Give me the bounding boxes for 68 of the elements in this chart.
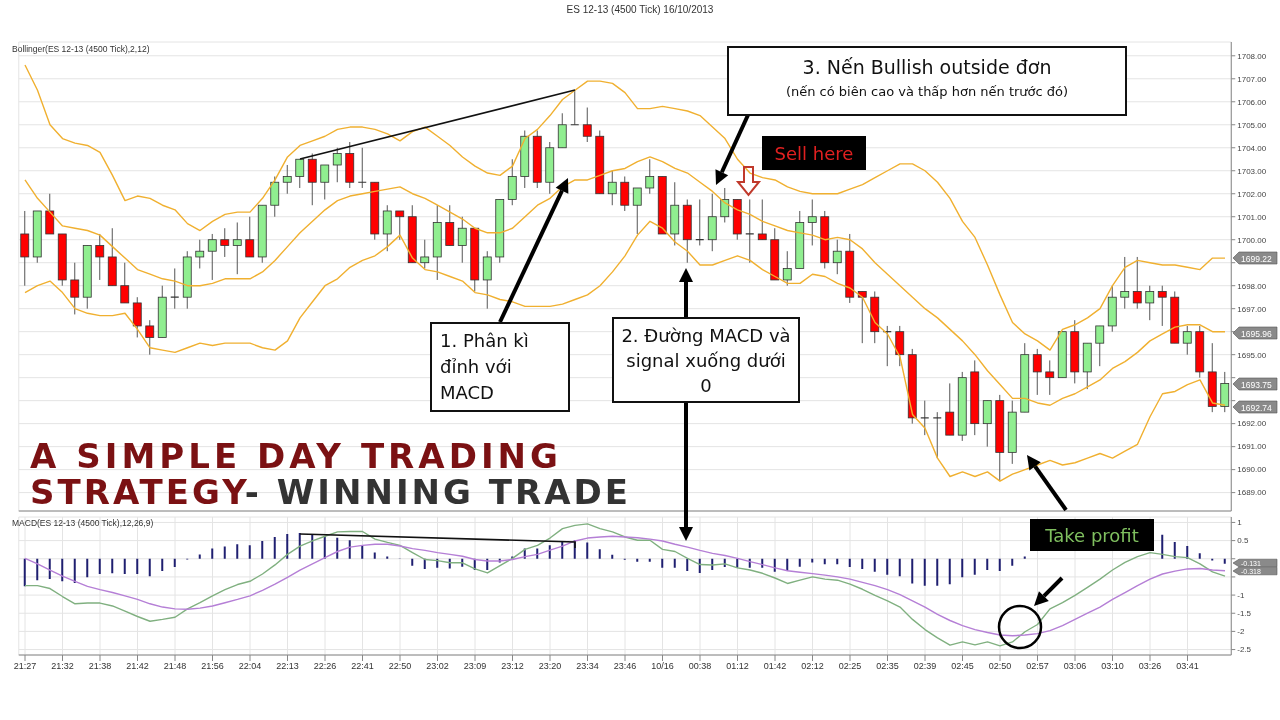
x-tick-label: 01:12 [726, 661, 749, 672]
x-tick-label: 21:48 [163, 661, 187, 672]
x-tick-label: 22:26 [313, 661, 337, 672]
chart-title: MACD(ES 12-13 (4500 Tick),12,26,9) [12, 518, 154, 528]
y-tick-label: 1695.00 [1237, 350, 1267, 360]
x-tick-label: 01:42 [763, 661, 787, 672]
x-tick-label: 23:46 [613, 661, 637, 672]
x-tick-label: 23:02 [426, 661, 449, 672]
text: 1693.75 [1241, 379, 1272, 390]
x-tick-label: 02:35 [876, 661, 899, 672]
x-tick-label: 22:13 [276, 661, 299, 672]
y-tick-label: -2 [1237, 627, 1245, 637]
x-tick-label: 00:38 [688, 661, 712, 672]
y-tick-label: 1703.00 [1237, 166, 1267, 176]
x-tick-label: 02:12 [801, 661, 824, 672]
x-tick-label: 23:12 [501, 661, 524, 672]
y-tick-label: 1698.00 [1237, 281, 1267, 291]
chart-title: ES 12-13 (4500 Tick) 16/10/2013 [565, 4, 715, 15]
annotation: (nến có biên cao và thấp hơn nến trước đó) [784, 84, 1070, 99]
y-tick-label: 1691.00 [1237, 442, 1267, 452]
y-tick-label: 1690.00 [1237, 465, 1267, 475]
x-tick-label: 22:41 [351, 661, 374, 672]
y-tick-label: 0.5 [1237, 536, 1249, 546]
x-tick-label: 02:50 [988, 661, 1012, 672]
annotation: 3. Nến Bullish outside đơn [801, 56, 1053, 78]
y-tick-label: 1702.00 [1237, 189, 1267, 199]
y-tick-label: 1689.00 [1237, 488, 1267, 498]
y-tick-label: 1704.00 [1237, 143, 1267, 153]
y-tick-label: 1692.00 [1237, 419, 1267, 429]
x-tick-label: 21:38 [88, 661, 112, 672]
x-tick-label: 21:56 [201, 661, 224, 672]
annotation: Sell here [762, 136, 866, 170]
x-tick-label: 22:04 [238, 661, 262, 672]
x-tick-label: 21:32 [51, 661, 74, 672]
annotation: Take profit [1030, 519, 1154, 551]
y-tick-label: 1701.00 [1237, 212, 1267, 222]
y-tick-label: 1697.00 [1237, 304, 1267, 314]
y-tick-label: -1 [1237, 590, 1245, 600]
x-tick-label: 23:20 [538, 661, 562, 672]
text: 1695.96 [1241, 328, 1272, 339]
y-tick-label: -1.5 [1237, 609, 1252, 619]
y-tick-label: 1706.00 [1237, 97, 1267, 107]
x-tick-label: 02:45 [951, 661, 974, 672]
x-tick-label: 02:25 [838, 661, 862, 672]
x-tick-label: 22:50 [388, 661, 412, 672]
x-tick-label: 23:09 [463, 661, 487, 672]
x-tick-label: 03:10 [1101, 661, 1124, 672]
x-tick-label: 03:06 [1063, 661, 1087, 672]
y-tick-label: 1707.00 [1237, 74, 1267, 84]
text: 1699.22 [1241, 253, 1272, 264]
x-tick-label: 23:34 [576, 661, 599, 672]
x-tick-label: 10/16 [651, 661, 674, 672]
y-tick-label: 1700.00 [1237, 235, 1267, 245]
y-tick-label: 1708.00 [1237, 51, 1267, 61]
x-tick-label: 02:39 [913, 661, 937, 672]
x-tick-label: 02:57 [1026, 661, 1049, 672]
y-tick-label: 1705.00 [1237, 120, 1267, 130]
callout-box: 1. Phân kì đỉnh với MACD [430, 322, 570, 412]
y-tick-label: 1 [1237, 518, 1243, 528]
annotation: Bollinger(ES 12-13 (4500 Tick),2,12) [12, 44, 150, 54]
x-tick-label: 03:41 [1176, 661, 1199, 672]
x-tick-label: 21:27 [13, 661, 37, 672]
callout-box: 2. Đường MACD và signal xuống dưới 0 [612, 317, 800, 403]
x-tick-label: 21:42 [126, 661, 149, 672]
y-tick-label: -2.5 [1237, 645, 1252, 655]
callout-box: 3. Nến Bullish outside đơn (nến có biên cao và thấp hơn nến trước đó) [727, 46, 1127, 116]
text: 1692.74 [1241, 402, 1272, 413]
x-tick-label: 03:26 [1138, 661, 1162, 672]
